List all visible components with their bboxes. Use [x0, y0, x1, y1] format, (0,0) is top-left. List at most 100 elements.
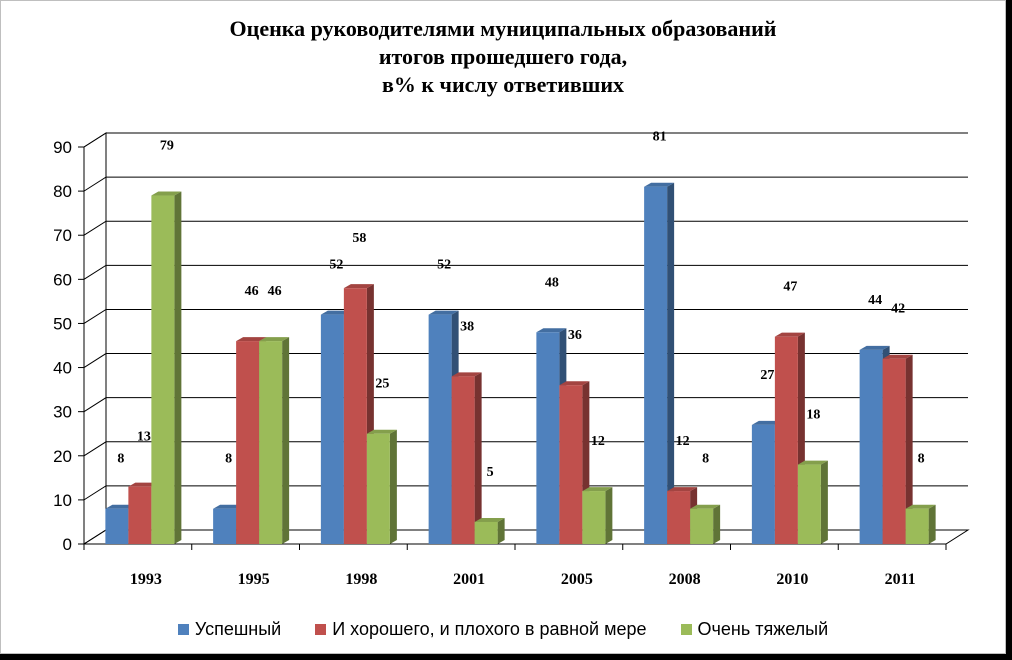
bar: [343, 288, 367, 544]
bar-top: [259, 337, 290, 342]
legend-swatch-successful: [177, 624, 189, 635]
data-label: 18: [806, 408, 820, 423]
y-tick-label: 50: [53, 314, 72, 333]
bar-top: [105, 504, 136, 509]
bar: [559, 385, 583, 544]
legend-label-mixed: И хорошего, и плохого в равной мере: [332, 619, 647, 639]
bar: [797, 464, 821, 544]
bar-side: [667, 182, 675, 544]
chart-title: Оценка руководителями муниципальных обра…: [1, 15, 1005, 99]
bar-top: [343, 284, 374, 289]
data-label: 52: [329, 258, 343, 273]
bar-side: [282, 337, 290, 544]
data-label: 44: [868, 293, 882, 308]
data-label: 38: [460, 319, 474, 334]
bar-side: [174, 191, 182, 544]
bar-top: [474, 517, 505, 522]
data-label: 79: [160, 139, 174, 154]
data-label: 52: [437, 258, 451, 273]
bar-side: [713, 504, 721, 544]
y-tick-label: 40: [53, 359, 72, 378]
bar-top: [667, 487, 698, 492]
legend-label-very-hard: Очень тяжелый: [697, 619, 829, 639]
bar: [105, 508, 129, 544]
bar: [751, 424, 775, 544]
data-label: 25: [375, 377, 389, 392]
bar-top: [428, 310, 459, 315]
gridline: [83, 485, 968, 501]
bar: [536, 332, 560, 544]
bar-side: [605, 487, 613, 544]
data-label: 46: [268, 284, 282, 299]
bar-top: [751, 420, 782, 425]
bar-side: [905, 354, 913, 544]
data-label: 8: [918, 452, 925, 467]
bar-side: [497, 517, 505, 544]
bar-top: [859, 345, 890, 350]
legend-entry-mixed: И хорошего, и плохого в равной мере: [315, 619, 647, 640]
chart-title-line-2: итогов прошедшего года,: [378, 44, 628, 69]
chart-title-line-3: в% к числу ответивших: [381, 72, 625, 97]
bar: [644, 186, 668, 544]
bar-side: [928, 504, 936, 544]
y-tick-label: 60: [53, 270, 72, 289]
bar-top: [151, 191, 182, 196]
data-label: 12: [591, 434, 605, 449]
data-label: 8: [117, 452, 124, 467]
bar-top: [236, 337, 267, 342]
bar: [213, 508, 237, 544]
gridline: [83, 132, 968, 148]
bar-top: [128, 482, 159, 487]
data-label: 47: [783, 280, 797, 295]
bar: [474, 521, 498, 544]
data-label: 8: [225, 452, 232, 467]
data-label: 12: [676, 434, 690, 449]
bar-top: [536, 328, 567, 333]
bar: [882, 358, 906, 544]
gridline: [83, 397, 968, 413]
bar-top: [774, 332, 805, 337]
gridline: [83, 264, 968, 280]
data-label: 42: [891, 302, 905, 317]
data-label: 81: [653, 130, 667, 145]
x-tick-label: 1995: [238, 571, 270, 588]
bar-top: [559, 381, 590, 386]
legend-swatch-very-hard: [680, 624, 692, 635]
bar-top: [213, 504, 244, 509]
data-label: 13: [137, 430, 151, 445]
bar: [667, 491, 691, 544]
bar: [128, 486, 152, 544]
bar-top: [582, 487, 613, 492]
chart-legend: Успешный И хорошего, и плохого в равной …: [1, 619, 1005, 640]
y-tick-label: 90: [53, 138, 72, 157]
data-label: 48: [545, 275, 559, 290]
bar-side: [820, 460, 828, 544]
data-label: 5: [487, 465, 494, 480]
y-tick-label: 10: [53, 491, 72, 510]
bar-top: [320, 310, 351, 315]
data-label: 46: [245, 284, 259, 299]
bar-top: [366, 429, 397, 434]
gridline: [83, 220, 968, 236]
bar-top: [905, 504, 936, 509]
bar-top: [797, 460, 828, 465]
x-tick-label: 2005: [561, 571, 593, 588]
gridline: [83, 353, 968, 368]
y-tick-label: 80: [53, 182, 72, 201]
bar: [259, 341, 283, 544]
bar: [366, 433, 390, 544]
data-label: 8: [702, 452, 709, 467]
side-wall: [83, 132, 107, 545]
data-label: 58: [352, 231, 366, 246]
y-tick-label: 30: [53, 403, 72, 422]
bar-top: [690, 504, 721, 509]
gridline: [83, 441, 968, 457]
bar: [690, 508, 714, 544]
x-tick-label: 1993: [130, 571, 162, 588]
legend-entry-successful: Успешный: [177, 619, 281, 640]
chart-title-line-1: Оценка руководителями муниципальных обра…: [229, 16, 777, 41]
bar: [905, 508, 929, 544]
x-tick-label: 1998: [345, 571, 377, 588]
x-tick-label: 2008: [669, 571, 701, 588]
gridline: [83, 308, 968, 324]
